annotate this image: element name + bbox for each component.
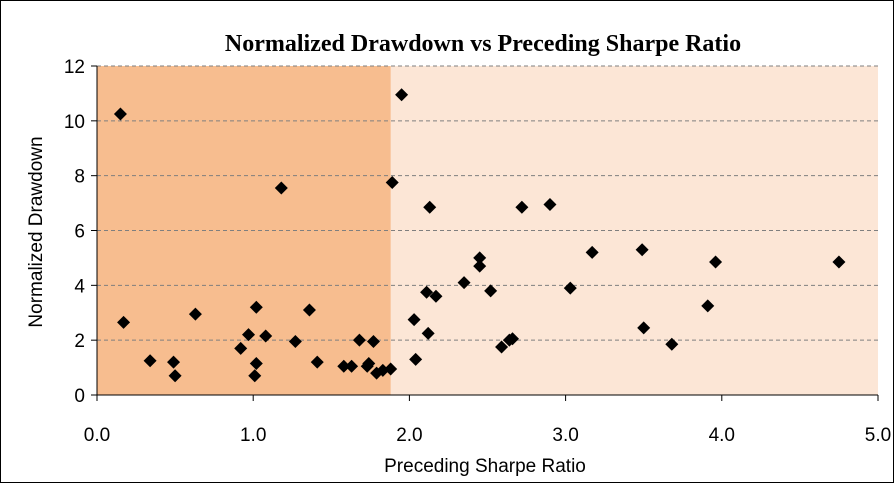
data-point-1 bbox=[113, 107, 127, 121]
y-axis-title: Normalized Drawdown bbox=[26, 136, 47, 327]
data-point-3 bbox=[143, 354, 157, 368]
data-point-8 bbox=[242, 328, 256, 342]
data-points bbox=[113, 88, 846, 383]
data-point-6 bbox=[188, 307, 202, 321]
data-point-4 bbox=[167, 355, 181, 369]
data-point-7 bbox=[234, 341, 248, 355]
shaded-region bbox=[97, 66, 391, 395]
data-point-17 bbox=[337, 359, 351, 373]
x-tick-label-2.0: 2.0 bbox=[396, 425, 422, 446]
x-tick-label-4.0: 4.0 bbox=[709, 425, 735, 446]
data-point-40 bbox=[505, 332, 519, 346]
data-point-15 bbox=[302, 303, 316, 317]
data-point-50 bbox=[832, 255, 846, 269]
y-tick-label-4: 4 bbox=[74, 276, 85, 297]
data-point-26 bbox=[385, 176, 399, 190]
data-point-33 bbox=[429, 289, 443, 303]
data-point-9 bbox=[248, 369, 262, 383]
data-point-45 bbox=[635, 243, 649, 257]
x-tick-label-3.0: 3.0 bbox=[552, 425, 578, 446]
x-tick-label-1.0: 1.0 bbox=[240, 425, 266, 446]
data-point-29 bbox=[409, 352, 423, 366]
data-point-13 bbox=[274, 181, 288, 195]
data-point-5 bbox=[168, 369, 182, 383]
y-tick-label-6: 6 bbox=[74, 222, 85, 243]
data-point-16 bbox=[310, 355, 324, 369]
data-point-12 bbox=[259, 329, 273, 343]
data-point-34 bbox=[457, 276, 471, 290]
y-tick-label-8: 8 bbox=[74, 167, 85, 188]
data-point-37 bbox=[484, 284, 498, 298]
data-point-41 bbox=[515, 200, 529, 214]
data-point-43 bbox=[563, 281, 577, 295]
data-point-2 bbox=[117, 315, 131, 329]
data-point-21 bbox=[362, 356, 376, 370]
data-point-19 bbox=[352, 333, 366, 347]
data-point-14 bbox=[288, 335, 302, 349]
data-point-27 bbox=[395, 88, 409, 102]
data-point-35 bbox=[473, 251, 487, 265]
data-point-28 bbox=[407, 313, 421, 327]
x-axis-title: Preceding Sharpe Ratio bbox=[384, 456, 586, 477]
data-point-49 bbox=[709, 255, 723, 269]
data-point-47 bbox=[665, 337, 679, 351]
y-tick-label-0: 0 bbox=[74, 386, 85, 407]
x-tick-label-0.0: 0.0 bbox=[84, 425, 110, 446]
data-point-36 bbox=[473, 259, 487, 273]
data-point-44 bbox=[585, 245, 599, 259]
y-tick-label-2: 2 bbox=[74, 331, 85, 352]
data-point-25 bbox=[384, 362, 398, 376]
tick-labels: 0 2 4 6 8 10 12 0.0 1.0 2.0 3.0 4.0 5.0 bbox=[64, 57, 891, 446]
x-tick-label-5.0: 5.0 bbox=[865, 425, 891, 446]
data-point-46 bbox=[637, 321, 651, 335]
data-point-10 bbox=[249, 300, 263, 314]
y-tick-label-10: 10 bbox=[64, 112, 85, 133]
data-point-42 bbox=[543, 197, 557, 211]
y-tick-label-12: 12 bbox=[64, 57, 85, 78]
data-point-11 bbox=[249, 356, 263, 370]
data-point-38 bbox=[495, 340, 509, 354]
data-point-31 bbox=[421, 326, 435, 340]
axes bbox=[91, 65, 879, 401]
data-point-30 bbox=[420, 285, 434, 299]
chart-title: Normalized Drawdown vs Preceding Sharpe … bbox=[225, 31, 741, 57]
data-point-32 bbox=[423, 200, 437, 214]
data-point-22 bbox=[366, 335, 380, 349]
data-point-48 bbox=[701, 299, 715, 313]
data-point-18 bbox=[345, 359, 359, 373]
